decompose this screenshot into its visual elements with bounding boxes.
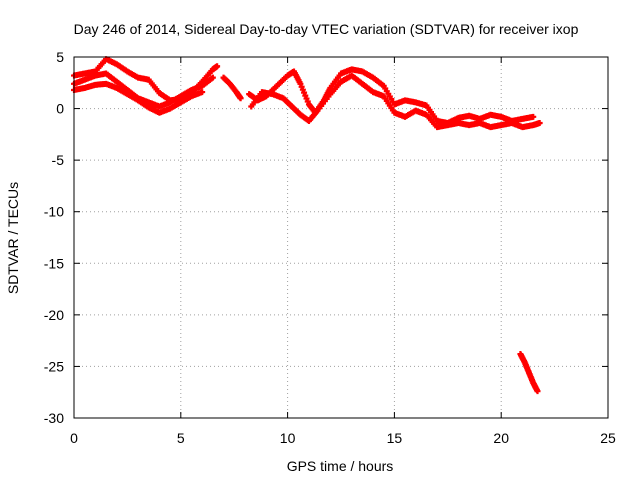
series-track-c <box>71 80 206 116</box>
y-tick-label: 5 <box>56 49 64 65</box>
y-tick-label: -5 <box>52 152 65 168</box>
y-tick-label: -15 <box>44 255 64 271</box>
y-tick-label: -10 <box>44 204 64 220</box>
data-point <box>530 113 537 120</box>
y-axis-label: SDTVAR / TECUs <box>5 182 21 294</box>
series-track-f <box>248 72 543 131</box>
y-tick-label: -20 <box>44 307 64 323</box>
series-track-d <box>220 74 244 102</box>
axis-ticks: 0 5 10 15 20 25 5 0 -5 -10 -15 -20 -25 -30 <box>44 49 616 446</box>
data-point <box>214 63 221 70</box>
x-tick-label: 10 <box>280 430 296 446</box>
data-point <box>237 95 244 102</box>
data-point <box>199 89 206 96</box>
data-point <box>209 74 216 81</box>
x-tick-label: 5 <box>177 430 185 446</box>
series-track-g <box>517 351 541 395</box>
y-tick-label: -25 <box>44 358 64 374</box>
data-point <box>536 120 543 127</box>
x-tick-label: 15 <box>387 430 403 446</box>
y-tick-label: -30 <box>44 410 64 426</box>
series-track-e <box>246 66 537 127</box>
data-point <box>534 388 541 395</box>
x-tick-label: 20 <box>493 430 509 446</box>
x-axis-label: GPS time / hours <box>287 458 394 474</box>
x-tick-label: 25 <box>600 430 616 446</box>
y-tick-label: 0 <box>56 101 64 117</box>
data-points <box>71 56 543 395</box>
plot-frame <box>73 56 609 419</box>
chart-title: Day 246 of 2014, Sidereal Day-to-day VTE… <box>74 21 579 37</box>
x-tick-label: 0 <box>70 430 78 446</box>
